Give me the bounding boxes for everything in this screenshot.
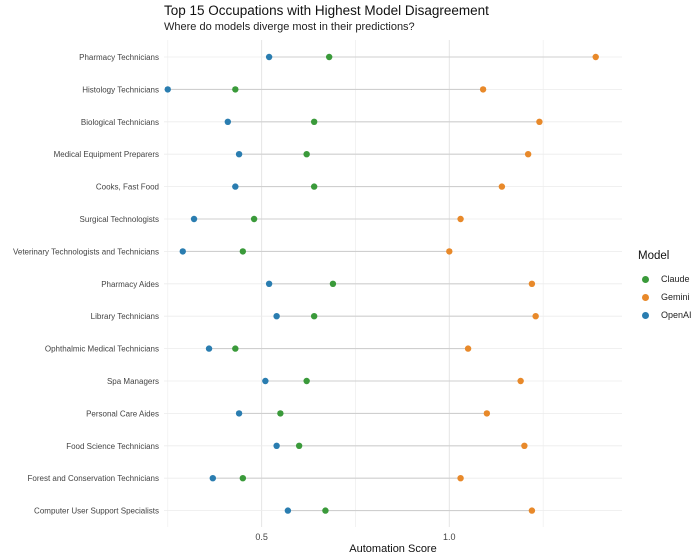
x-tick-label: 1.0 <box>443 532 456 542</box>
legend-swatch <box>642 293 649 301</box>
point-gemini <box>524 151 532 158</box>
y-tick-label: Veterinary Technologists and Technicians <box>13 247 159 256</box>
point-openai <box>235 151 243 158</box>
y-tick-label: Spa Managers <box>107 377 159 386</box>
y-tick-label: Forest and Conservation Technicians <box>28 474 159 483</box>
point-gemini <box>457 475 464 482</box>
point-claude <box>310 183 318 190</box>
point-gemini <box>446 248 453 255</box>
y-tick-label: Surgical Technologists <box>80 215 159 224</box>
point-openai <box>273 442 280 449</box>
point-openai <box>284 507 292 514</box>
legend-swatch <box>642 311 649 319</box>
legend-title: Model <box>638 250 670 262</box>
point-openai <box>224 118 232 126</box>
y-tick-label: Library Technicians <box>91 312 159 321</box>
point-openai <box>273 313 280 320</box>
point-gemini <box>483 410 491 417</box>
point-gemini <box>517 377 524 385</box>
legend-swatch <box>642 275 649 283</box>
y-tick-label: Biological Technicians <box>81 118 159 127</box>
legend-label: OpenAI <box>661 310 692 320</box>
point-claude <box>232 86 239 93</box>
point-openai <box>262 377 269 385</box>
legend-item-gemini: Gemini <box>638 288 692 306</box>
point-gemini <box>592 53 599 61</box>
y-tick-label: Pharmacy Aides <box>101 280 159 289</box>
point-openai <box>190 215 198 223</box>
legend-label: Claude <box>661 274 690 284</box>
point-gemini <box>464 345 472 352</box>
y-tick-label: Pharmacy Technicians <box>79 53 159 62</box>
point-gemini <box>528 280 536 287</box>
x-tick-label: 0.5 <box>255 532 268 542</box>
point-claude <box>303 377 310 385</box>
point-openai <box>209 475 217 482</box>
point-claude <box>277 410 284 417</box>
point-claude <box>325 53 333 61</box>
chart-title: Top 15 Occupations with Highest Model Di… <box>164 3 489 18</box>
point-claude <box>310 313 318 320</box>
point-openai <box>205 345 213 352</box>
chart-subtitle: Where do models diverge most in their pr… <box>164 21 415 33</box>
legend-item-openai: OpenAI <box>638 306 692 324</box>
y-tick-label: Cooks, Fast Food <box>96 183 159 192</box>
x-axis-label: Automation Score <box>349 543 436 555</box>
y-tick-label: Histology Technicians <box>82 85 159 94</box>
legend-item-claude: Claude <box>638 270 692 288</box>
point-openai <box>265 53 273 61</box>
point-claude <box>322 507 329 514</box>
point-claude <box>310 118 318 126</box>
point-openai <box>164 86 171 93</box>
point-openai <box>265 280 273 287</box>
point-openai <box>232 183 239 190</box>
point-gemini <box>498 183 506 190</box>
point-claude <box>303 151 310 158</box>
point-openai <box>179 248 186 255</box>
point-gemini <box>479 86 487 93</box>
y-tick-label: Personal Care Aides <box>86 409 159 418</box>
point-gemini <box>536 118 543 126</box>
legend-label: Gemini <box>661 292 690 302</box>
point-claude <box>250 215 258 223</box>
y-tick-label: Food Science Technicians <box>66 442 159 451</box>
y-tick-label: Computer User Support Specialists <box>34 507 159 516</box>
point-gemini <box>521 442 528 449</box>
point-claude <box>329 280 337 287</box>
point-claude <box>239 475 247 482</box>
y-tick-label: Ophthalmic Medical Technicians <box>45 345 159 354</box>
point-claude <box>295 442 303 449</box>
point-claude <box>232 345 239 352</box>
y-tick-label: Medical Equipment Preparers <box>54 150 159 159</box>
point-claude <box>239 248 247 255</box>
point-gemini <box>528 507 536 514</box>
legend: Model Claude Gemini OpenAI <box>638 250 692 324</box>
point-gemini <box>532 313 539 320</box>
point-openai <box>235 410 243 417</box>
point-gemini <box>457 215 464 223</box>
